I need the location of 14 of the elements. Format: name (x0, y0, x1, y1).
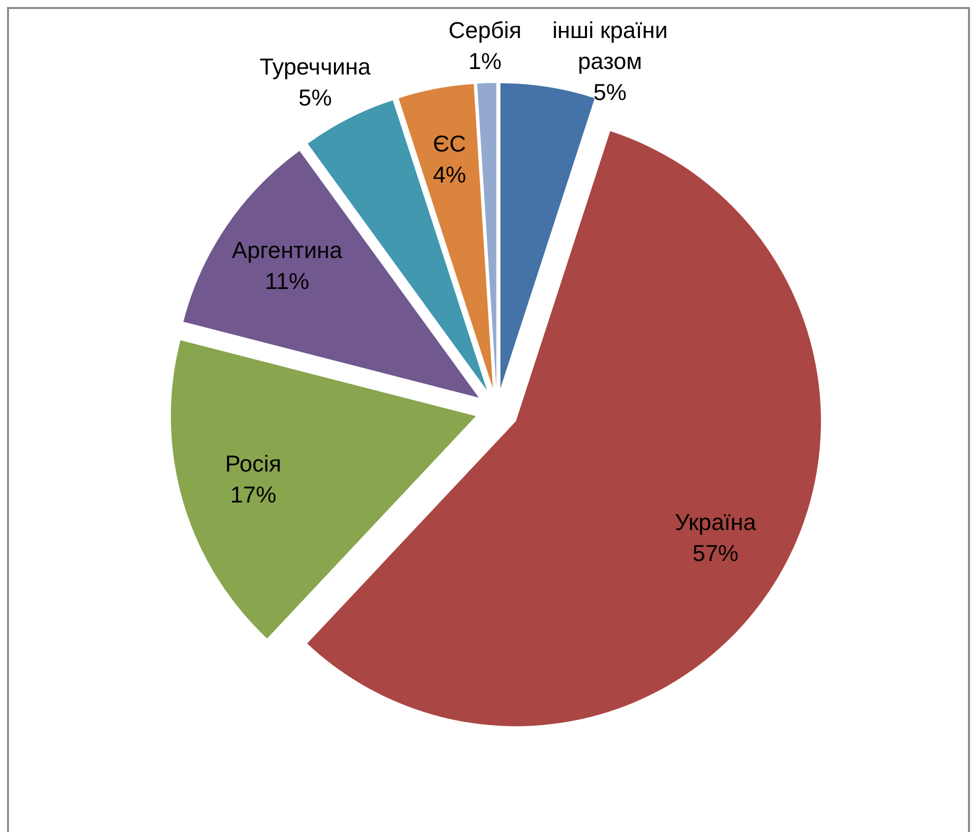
slice-label: інші країни разом (552, 16, 668, 74)
data-label: 5% (298, 84, 332, 111)
data-label: 1% (468, 48, 502, 74)
data-label: 57% (692, 540, 738, 566)
data-label: 17% (230, 482, 276, 508)
slice-label: Сербія (448, 16, 522, 43)
data-label: 4% (432, 162, 466, 188)
slice-label: Туреччина (260, 54, 371, 80)
slice-label: Росія (225, 450, 282, 477)
slice-label: Україна (674, 509, 756, 536)
data-label: 5% (593, 78, 627, 105)
slice-label: ЄС (432, 130, 466, 157)
data-label: 11% (264, 268, 310, 294)
slice-label: Аргентина (232, 237, 342, 264)
